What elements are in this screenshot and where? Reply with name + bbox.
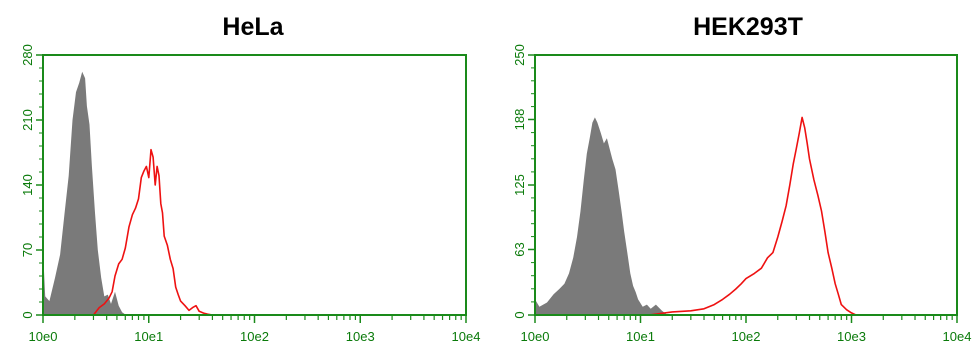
filled-histogram-series bbox=[535, 117, 668, 316]
x-tick-label: 10e3 bbox=[837, 329, 866, 344]
y-tick-label: 250 bbox=[512, 44, 527, 66]
chart-title: HeLa bbox=[222, 13, 284, 41]
filled-histogram-series bbox=[43, 71, 126, 315]
x-tick-label: 10e0 bbox=[521, 329, 550, 344]
x-tick-label: 10e3 bbox=[346, 329, 375, 344]
y-tick-label: 0 bbox=[20, 311, 35, 318]
y-tick-label: 125 bbox=[512, 174, 527, 196]
y-tick-label: 0 bbox=[512, 311, 527, 318]
y-tick-label: 63 bbox=[512, 242, 527, 256]
x-tick-label: 10e4 bbox=[452, 329, 481, 344]
y-tick-label: 140 bbox=[20, 174, 35, 196]
y-tick-label: 70 bbox=[20, 243, 35, 257]
line-histogram-series bbox=[648, 116, 857, 316]
x-tick-label: 10e4 bbox=[943, 329, 972, 344]
x-tick-label: 10e0 bbox=[29, 329, 58, 344]
x-tick-label: 10e1 bbox=[626, 329, 655, 344]
chart-title: HEK293T bbox=[693, 13, 803, 41]
y-tick-label: 188 bbox=[512, 109, 527, 131]
x-tick-label: 10e2 bbox=[240, 329, 269, 344]
hek293t-histogram-panel: HEK293T 10e0 10e1 10e2 10e3 10e4 0 63 125 188 250 bbox=[512, 13, 971, 344]
x-tick-label: 10e2 bbox=[732, 329, 761, 344]
hela-histogram-panel: HeLa 10e0 10e1 10e2 10e3 10e4 0 70 140 210 280 bbox=[20, 13, 480, 344]
plot-frame bbox=[42, 54, 467, 316]
y-tick-label: 280 bbox=[20, 44, 35, 66]
line-histogram-series bbox=[92, 148, 213, 316]
y-tick-label: 210 bbox=[20, 109, 35, 131]
x-tick-label: 10e1 bbox=[134, 329, 163, 344]
